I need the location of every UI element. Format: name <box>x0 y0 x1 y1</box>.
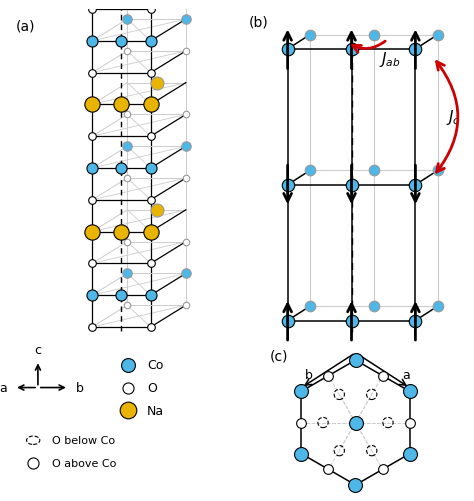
Text: b: b <box>305 368 313 381</box>
Text: $J_c$: $J_c$ <box>446 108 460 127</box>
Text: O: O <box>147 381 157 394</box>
Text: Co: Co <box>147 359 164 372</box>
Text: c: c <box>35 343 41 356</box>
Text: a: a <box>0 381 7 394</box>
Text: (a): (a) <box>16 20 35 34</box>
Text: b: b <box>76 381 84 394</box>
Text: O above Co: O above Co <box>52 458 117 468</box>
Text: (b): (b) <box>249 15 269 29</box>
Text: $J_{ab}$: $J_{ab}$ <box>380 50 401 69</box>
Text: (c): (c) <box>270 349 288 363</box>
Text: a: a <box>402 368 410 381</box>
Text: O below Co: O below Co <box>52 435 115 445</box>
Text: Na: Na <box>147 404 164 417</box>
